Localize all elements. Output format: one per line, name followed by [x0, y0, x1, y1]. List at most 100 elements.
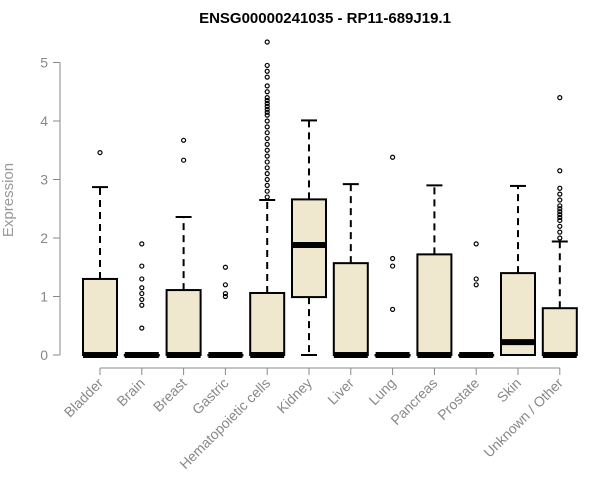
- y-tick-label: 4: [40, 113, 48, 129]
- outlier-point: [264, 188, 270, 194]
- outlier-point: [473, 276, 479, 282]
- box-group: [82, 149, 118, 358]
- box: [291, 198, 327, 299]
- outlier-point: [97, 149, 103, 156]
- outlier-point: [557, 212, 563, 218]
- x-tick-label: Liver: [324, 375, 357, 408]
- x-tick-label: Bladder: [61, 375, 107, 421]
- outlier-point: [264, 112, 270, 118]
- outlier-point: [264, 165, 270, 171]
- box-group: [207, 264, 244, 358]
- outlier-point: [557, 191, 563, 197]
- outlier-point: [557, 223, 563, 229]
- box-group: [541, 94, 578, 358]
- outlier-point: [557, 229, 563, 235]
- outlier-point: [390, 255, 396, 262]
- outlier-point: [139, 325, 145, 331]
- outlier-point: [264, 159, 270, 165]
- outlier-point: [473, 241, 479, 247]
- outlier-point: [557, 185, 563, 191]
- x-tick-label: Skin: [494, 375, 525, 406]
- outlier-point: [557, 217, 563, 224]
- outlier-point: [264, 194, 270, 200]
- box-group: [416, 184, 453, 358]
- box: [249, 291, 286, 356]
- outlier-point: [557, 206, 563, 212]
- outlier-point: [264, 89, 270, 95]
- box-group: [458, 241, 495, 358]
- outlier-point: [222, 282, 228, 288]
- chart-title: ENSG00000241035 - RP11-689J19.1: [199, 10, 451, 27]
- x-tick-label: Prostate: [434, 375, 482, 423]
- x-tick-label: Unknown / Other: [480, 375, 566, 461]
- outlier-point: [264, 124, 270, 130]
- outlier-point: [139, 285, 145, 291]
- plot-area: [82, 39, 578, 358]
- y-axis: 0 1 2 3 4 5: [40, 55, 61, 363]
- y-tick-label: 3: [40, 172, 48, 188]
- outlier-point: [557, 209, 563, 215]
- outlier-point: [264, 39, 270, 45]
- box-group: [291, 119, 327, 356]
- outlier-point: [557, 94, 563, 101]
- y-tick-label: 0: [40, 347, 48, 363]
- outlier-point: [557, 197, 563, 203]
- box-group: [249, 39, 286, 358]
- outlier-point: [181, 157, 187, 163]
- y-tick-label: 1: [40, 289, 48, 305]
- outlier-point: [557, 168, 563, 174]
- x-tick-label: Brain: [113, 375, 147, 409]
- outlier-point: [264, 171, 270, 177]
- outlier-point: [390, 154, 396, 160]
- outlier-point: [264, 176, 270, 183]
- y-tick-label: 5: [40, 55, 48, 71]
- outlier-point: [264, 153, 270, 159]
- outlier-point: [473, 282, 479, 288]
- outlier-point: [264, 135, 270, 142]
- outlier-point: [264, 130, 270, 136]
- outlier-point: [264, 147, 270, 153]
- y-axis-label: Expression: [0, 163, 17, 237]
- y-tick-label: 2: [40, 230, 48, 246]
- outlier-point: [557, 214, 563, 221]
- outlier-point: [139, 296, 145, 303]
- outlier-point: [264, 109, 270, 115]
- outlier-point: [222, 264, 228, 270]
- outlier-point: [264, 118, 270, 124]
- outlier-point: [264, 182, 270, 188]
- box-group: [123, 241, 160, 358]
- box: [82, 277, 118, 357]
- box-group: [165, 137, 202, 358]
- outlier-point: [557, 203, 563, 209]
- outlier-point: [222, 293, 228, 300]
- outlier-point: [557, 235, 563, 241]
- outlier-point: [390, 263, 396, 269]
- outlier-point: [139, 263, 145, 269]
- outlier-point: [264, 83, 270, 89]
- outlier-point: [222, 290, 228, 297]
- outlier-point: [181, 137, 187, 143]
- x-tick-label: Breast: [150, 375, 190, 415]
- outlier-point: [139, 276, 145, 282]
- box-group: [374, 154, 411, 358]
- outlier-point: [264, 100, 270, 107]
- outlier-point: [139, 241, 145, 247]
- box: [332, 262, 369, 356]
- outlier-point: [264, 97, 270, 104]
- x-tick-label: Lung: [365, 375, 398, 408]
- outlier-point: [264, 94, 270, 101]
- outlier-point: [264, 74, 270, 80]
- box-group: [332, 183, 369, 358]
- outlier-point: [139, 290, 145, 297]
- outlier-point: [139, 302, 145, 308]
- box: [541, 307, 578, 357]
- box: [165, 289, 202, 356]
- outlier-point: [264, 103, 270, 109]
- outlier-point: [264, 68, 270, 74]
- outlier-point: [264, 106, 270, 112]
- box-group: [500, 184, 536, 357]
- outlier-point: [264, 141, 270, 147]
- outlier-point: [390, 306, 396, 312]
